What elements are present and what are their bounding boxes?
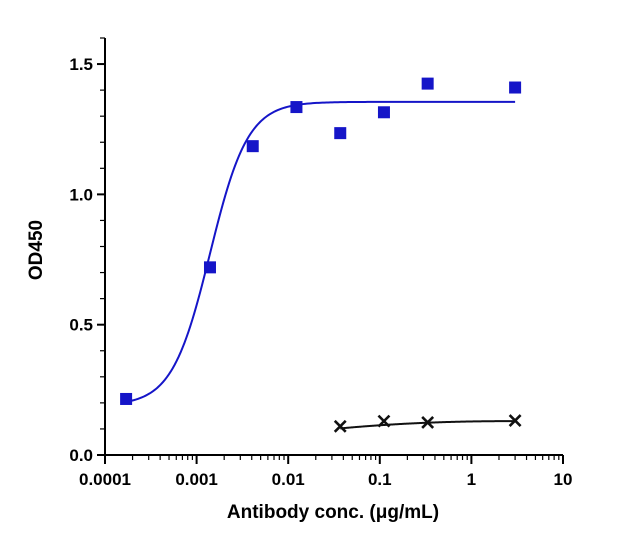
- data-point: [120, 392, 133, 405]
- series-2: [333, 414, 522, 433]
- data-point: [509, 81, 522, 94]
- x-tick-label: 0.0001: [79, 470, 131, 489]
- series-layer: [120, 77, 522, 433]
- data-point: [333, 419, 347, 433]
- data-point: [334, 127, 347, 140]
- x-tick-label: 0.001: [175, 470, 218, 489]
- x-tick-label: 10: [554, 470, 573, 489]
- series-1: [120, 77, 522, 405]
- fit-curve: [125, 100, 516, 403]
- y-tick-label: 0.5: [69, 316, 93, 335]
- x-tick-label: 0.1: [368, 470, 392, 489]
- axes: 0.0 0.5 1.0 1.5 0.0001 0.001 0.01 0.1 1 10: [69, 37, 573, 489]
- y-axis-title: OD450: [26, 220, 47, 280]
- data-point: [508, 414, 522, 428]
- x-tick-label: 1: [467, 470, 476, 489]
- data-point: [246, 140, 259, 153]
- y-tick-label: 1.5: [69, 55, 93, 74]
- data-point: [290, 101, 303, 114]
- y-tick-label: 0.0: [69, 446, 93, 465]
- x-axis-title: Antibody conc. (μg/mL): [227, 502, 439, 523]
- data-point: [421, 416, 435, 429]
- data-point: [377, 106, 390, 119]
- data-point: [421, 77, 434, 90]
- y-tick-label: 1.0: [69, 185, 93, 204]
- data-point: [203, 261, 216, 274]
- x-tick-label: 0.01: [272, 470, 305, 489]
- data-point: [377, 414, 391, 428]
